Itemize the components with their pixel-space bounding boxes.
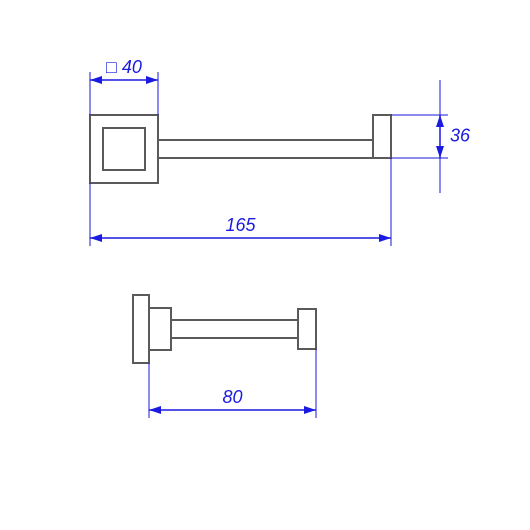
front-base-outer (90, 115, 158, 183)
arrowhead (436, 115, 444, 127)
front-arm (158, 140, 373, 158)
top-tip (298, 309, 316, 349)
arrowhead (304, 406, 316, 414)
arrowhead (90, 76, 102, 84)
top-boss (149, 308, 171, 350)
dim-sq40-label: □ 40 (106, 57, 142, 77)
arrowhead (146, 76, 158, 84)
arrowhead (436, 146, 444, 158)
top-plate (133, 295, 149, 363)
arrowhead (149, 406, 161, 414)
dim-80-label: 80 (222, 387, 242, 407)
front-tip (373, 115, 391, 158)
front-base-inner (103, 128, 145, 170)
dim-36-label: 36 (450, 125, 471, 145)
arrowhead (379, 234, 391, 242)
dim-165-label: 165 (225, 215, 256, 235)
top-arm (171, 320, 298, 338)
arrowhead (90, 234, 102, 242)
